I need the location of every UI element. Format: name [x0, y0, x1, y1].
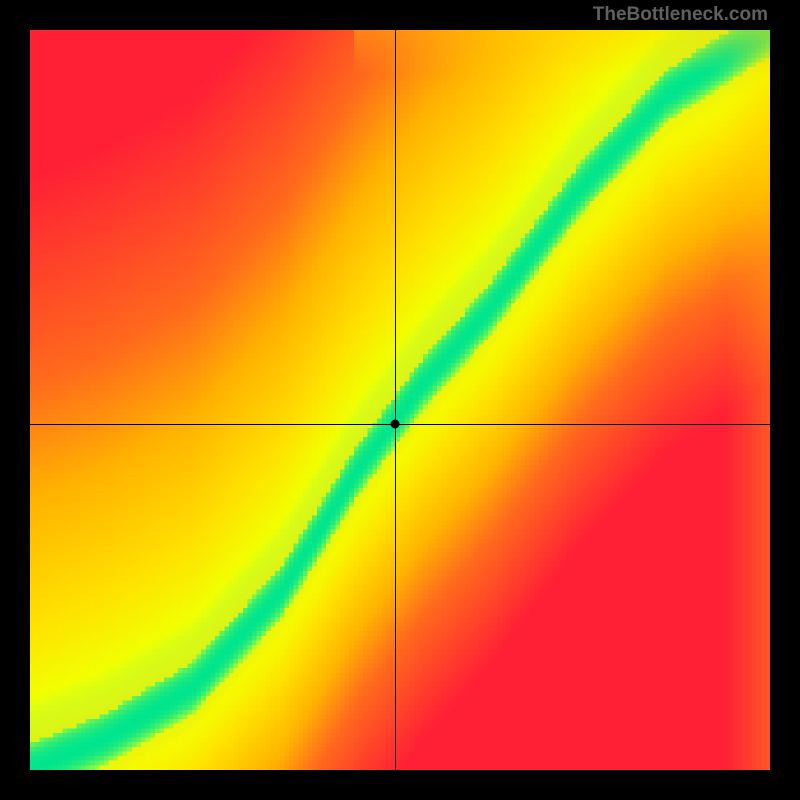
watermark-text: TheBottleneck.com: [593, 4, 768, 26]
crosshair-vertical: [395, 30, 396, 770]
crosshair-horizontal: [30, 424, 770, 425]
heatmap-canvas: [30, 30, 770, 770]
crosshair-marker: [390, 419, 399, 428]
heatmap-plot: [30, 30, 770, 770]
